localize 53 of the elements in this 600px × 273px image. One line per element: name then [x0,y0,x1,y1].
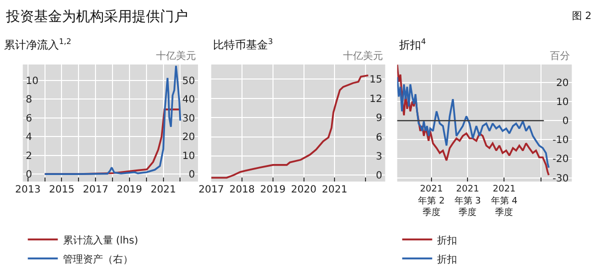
legend-label: 管理资产（右） [62,253,133,266]
y-tick-label: 20 [556,78,569,90]
line-series [211,74,370,179]
legend-label: 累计流入量 (lhs) [62,234,138,246]
x-tick-label: 2013 [15,184,41,196]
line-series [397,64,550,176]
legend-label: 折扣 [437,234,458,246]
x-tick-label: 2018 [229,184,255,196]
y-tick-label: 8 [26,94,32,106]
y-axis-title: 百分 [550,50,570,62]
y-tick-label: 15 [369,74,382,86]
y-tick-label: 0 [562,116,569,128]
y-tick-label: 10 [26,76,39,87]
y2-tick-label: 30 [182,113,195,124]
y-tick-label: -30 [552,173,569,184]
legend-label: 折扣 [437,253,458,266]
x-tick-label: 2021 年第 3 季度 [454,184,481,218]
y2-tick-label: 10 [182,150,195,162]
y-tick-label: 6 [26,113,32,124]
x-tick-label: 2019 [116,184,142,196]
x-tick-label: 2021 年第 2 季度 [418,184,445,218]
y-tick-label: 4 [26,132,32,144]
chart-title: 折扣$^{4}$ [399,37,426,52]
y-tick-label: 12 [369,94,382,105]
y-tick-label: 0 [26,170,32,181]
x-tick-label: 2019 [260,184,286,196]
x-tick-label: 2020 [291,184,316,196]
caption: 图 2 [572,11,592,22]
y-tick-label: -20 [552,154,569,166]
line-series [397,76,550,169]
y2-tick-label: 20 [182,132,195,144]
x-tick-label: 2021 年第 4 季度 [490,184,518,218]
x-tick-label: 2017 [198,184,224,196]
y-tick-label: -10 [552,135,569,146]
y-tick-label: 10 [556,97,569,108]
x-tick-label: 2015 [49,184,74,196]
x-tick-label: 2017 [82,184,108,196]
x-tick-label: 2021 [322,184,348,196]
y2-tick-label: 40 [182,94,195,106]
chart-title: 累计净流入$^{1,2}$ [4,37,72,52]
y-tick-label: 6 [376,132,382,144]
y-tick-label: 0 [376,170,382,182]
y-tick-label: 3 [376,151,382,162]
y-tick-label: 2 [26,150,32,162]
y-axis-title: 十亿美元 [343,50,383,62]
y-tick-label: 9 [376,113,382,124]
line-series [44,64,182,175]
y2-axis-title: 十亿美元 [156,50,196,62]
chart-title: 比特币基金$^{3}$ [213,37,273,52]
text: 投资基金为机构采用提供门户 [5,9,188,25]
y2-tick-label: 0 [188,170,195,181]
y2-tick-label: 50 [182,76,195,87]
x-tick-label: 2021 [150,184,176,196]
